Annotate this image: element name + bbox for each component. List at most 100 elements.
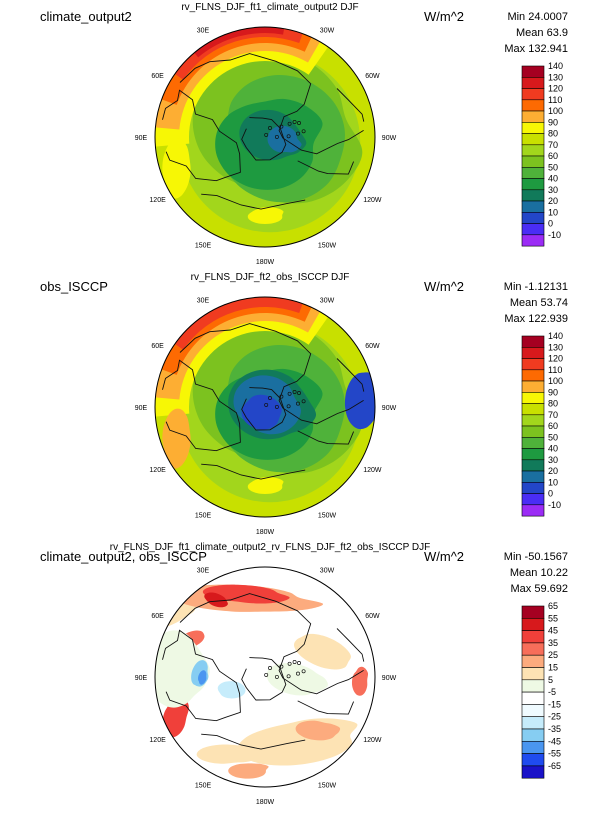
panel-climate-output2: climate_output2 rv_FLNS_DJF_ft1_climate_… [0, 0, 606, 270]
colorbar-tick-label: -15 [548, 699, 561, 709]
colorbar-bin [521, 110, 545, 123]
island [297, 661, 301, 665]
longitude-label: 90E [135, 675, 148, 682]
colorbar-tick-label: 0 [548, 219, 553, 229]
island [292, 120, 297, 124]
contour-region [162, 408, 191, 469]
panel-subtitle: rv_FLNS_DJF_ft1_climate_output2_rv_FLNS_… [109, 542, 431, 553]
colorbar-bin [521, 133, 545, 146]
panel-subtitle: rv_FLNS_DJF_ft2_obs_ISCCP DJF [190, 272, 350, 283]
colorbar-bin [521, 189, 545, 202]
stat-min: Min -50.1567 [503, 551, 568, 563]
coastline [201, 463, 306, 480]
map-border [154, 566, 376, 788]
contour-region [198, 670, 207, 685]
coastline [162, 629, 241, 722]
longitude-label: 150W [318, 242, 337, 249]
island [297, 121, 301, 125]
longitude-label: 30E [197, 298, 210, 305]
colorbar-bin [521, 642, 545, 656]
colorbar-bin [521, 716, 545, 730]
colorbar-bin [521, 414, 545, 427]
panel-title: climate_output2, obs_ISCCP [40, 549, 207, 564]
colorbar-bin [521, 459, 545, 472]
island [292, 660, 297, 664]
units-label: W/m^2 [424, 549, 465, 564]
island [296, 131, 300, 136]
units-label: W/m^2 [424, 9, 465, 24]
longitude-label: 150W [318, 782, 337, 789]
contour-region [162, 138, 191, 199]
colorbar-tick-label: 90 [548, 387, 558, 397]
island [268, 126, 272, 130]
colorbar-tick-label: -35 [548, 724, 561, 734]
longitude-label: 120W [363, 467, 382, 474]
island [264, 132, 269, 137]
coastline [336, 358, 365, 392]
longitude-label: 60E [151, 613, 164, 620]
longitude-label: 90E [135, 405, 148, 412]
island [287, 121, 292, 126]
island [274, 404, 279, 409]
longitude-label: 30W [320, 298, 335, 305]
longitude-label: 30W [320, 568, 335, 575]
coastline [241, 657, 287, 701]
panel-obs-isccp: obs_ISCCP rv_FLNS_DJF_ft2_obs_ISCCP DJF … [0, 270, 606, 540]
colorbar-bin [521, 212, 545, 224]
colorbar-tick-label: -55 [548, 749, 561, 759]
colorbar-tick-label: 100 [548, 376, 563, 386]
island [274, 134, 279, 139]
stat-max: Max 59.692 [510, 583, 568, 595]
map-border [154, 296, 376, 518]
longitude-label: 60W [365, 73, 380, 80]
contour-region [155, 630, 210, 708]
longitude-label: 120W [363, 197, 382, 204]
longitude-label: 180W [256, 259, 275, 266]
colorbar-bin [521, 425, 545, 438]
colorbar-bin [521, 392, 545, 404]
colorbar-tick-label: 110 [548, 365, 562, 375]
colorbar-bin [521, 618, 545, 631]
colorbar-bin [521, 753, 545, 767]
island [279, 124, 284, 129]
coastline [201, 733, 306, 750]
colorbar-tick-label: -45 [548, 736, 561, 746]
island [296, 401, 300, 406]
panel-title: climate_output2 [40, 9, 132, 24]
longitude-label: 30E [197, 28, 210, 35]
longitude-label: 60E [151, 73, 164, 80]
colorbar-tick-label: 140 [548, 331, 563, 341]
island [301, 399, 306, 404]
longitude-label: 150E [195, 242, 212, 249]
longitude-label: 150W [318, 512, 337, 519]
longitude-label: 120E [149, 197, 166, 204]
island [287, 391, 292, 396]
colorbar-bin [521, 691, 545, 705]
island [279, 664, 284, 669]
coastline [297, 430, 355, 445]
coastline [179, 53, 364, 155]
colorbar-bin [521, 679, 545, 693]
colorbar-bin [521, 437, 545, 449]
island [286, 674, 291, 679]
contour-region [241, 394, 282, 430]
contour-region [173, 297, 304, 350]
colorbar-bin [521, 482, 545, 494]
colorbar-tick-label: 65 [548, 601, 558, 611]
contour-region [196, 744, 262, 764]
colorbar-tick-label: 70 [548, 140, 558, 150]
coastline [336, 628, 365, 662]
longitude-label: 120E [149, 467, 166, 474]
colorbar-bin [521, 470, 545, 483]
colorbar-bin [521, 741, 545, 754]
longitude-label: 120E [149, 737, 166, 744]
island [286, 134, 291, 139]
stat-min: Min 24.0007 [507, 11, 568, 23]
colorbar-bin [521, 122, 545, 134]
longitude-label: 60W [365, 613, 380, 620]
map-border [154, 26, 376, 248]
contour-region [204, 592, 228, 608]
colorbar-bin [521, 347, 545, 359]
colorbar-bin [521, 99, 545, 112]
